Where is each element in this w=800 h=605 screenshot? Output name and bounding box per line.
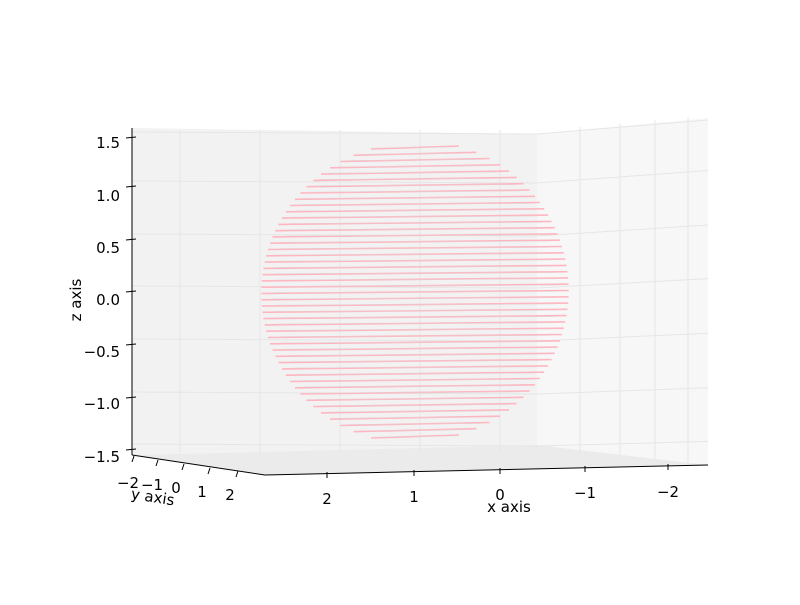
- sphere-ring-shade: [292, 215, 538, 218]
- sphere-ring-shade: [273, 284, 557, 287]
- sphere-ring-shade: [286, 354, 544, 356]
- z-tick-label: 0.0: [96, 291, 120, 309]
- x-tick-label: −1: [574, 484, 596, 502]
- z-tick-label: −1.0: [84, 395, 120, 413]
- sphere-ring-shade: [358, 153, 472, 155]
- grid-line: [536, 332, 709, 342]
- grid-line: [131, 180, 538, 184]
- z-tick-label: −1.5: [84, 448, 120, 466]
- x-axis-line: [264, 464, 709, 476]
- sphere-ring-shade: [315, 398, 515, 400]
- sphere-ring-shade: [274, 278, 556, 281]
- sphere-ring-shade: [283, 347, 547, 350]
- sphere-ring-shade: [278, 328, 552, 331]
- sphere-ring-shade: [274, 303, 556, 306]
- sphere-ring-shade: [289, 360, 541, 362]
- tick-marks: [125, 136, 669, 478]
- z-tick: [125, 136, 137, 139]
- sphere-ring-shade: [328, 410, 502, 413]
- grid-line: [536, 278, 709, 289]
- sphere-ring-shade: [304, 197, 526, 199]
- sphere-ring-shade: [328, 171, 502, 174]
- y-tick: [155, 459, 159, 467]
- sphere-ring-shade: [321, 404, 509, 406]
- z-tick: [125, 238, 137, 241]
- y-tick-label: 1: [197, 483, 207, 501]
- grid-line: [131, 131, 538, 135]
- z-tick: [125, 343, 137, 346]
- grid-line: [536, 119, 709, 135]
- sphere-ring-shade: [275, 266, 555, 268]
- z-tick: [125, 185, 137, 188]
- grid-line: [536, 224, 709, 237]
- sphere-ring-shade: [300, 203, 530, 205]
- sphere-ring-shade: [374, 435, 456, 438]
- y-tick: [207, 467, 211, 475]
- sphere-ring-shade: [273, 297, 557, 300]
- grid-line: [131, 233, 538, 237]
- floor-pane: [132, 445, 708, 475]
- sphere-ring-shade: [274, 310, 556, 312]
- sphere-ring-shade: [278, 253, 552, 256]
- x-tick-label: −2: [657, 483, 679, 501]
- x-tick-label: 2: [322, 490, 332, 508]
- z-tick: [125, 396, 137, 399]
- sphere-ring-shade: [300, 379, 530, 381]
- sphere-ring-shade: [273, 291, 557, 293]
- z-axis-label: z axis: [67, 278, 85, 321]
- z-tick-label: −0.5: [84, 343, 120, 361]
- sphere-ring-shade: [279, 247, 551, 249]
- y-tick: [235, 470, 239, 478]
- sphere-ring-shade: [283, 234, 547, 237]
- y-tick: [131, 455, 135, 463]
- sphere-ring-shade: [292, 366, 538, 369]
- sphere-ring-shade: [346, 423, 484, 425]
- sphere-ring-shade: [336, 416, 494, 419]
- sphere-surface: [261, 145, 569, 439]
- sphere-ring-shade: [304, 385, 526, 388]
- sphere-ring-shade: [309, 391, 521, 394]
- sphere-ring-shade: [281, 240, 549, 243]
- y-tick-label: 0: [171, 479, 181, 497]
- z-tick-label: 1.0: [96, 187, 120, 205]
- side-pane: [537, 118, 708, 465]
- sphere-ring-shade: [296, 372, 534, 375]
- sphere-ring-shade: [276, 322, 554, 325]
- sphere-ring-shade: [281, 341, 549, 344]
- sphere-ring-shade: [346, 159, 484, 161]
- sphere-ring-shade: [315, 184, 515, 186]
- y-tick-label: −2: [117, 474, 139, 492]
- grid-line: [131, 338, 538, 342]
- sphere-ring-shade: [296, 209, 534, 212]
- z-tick: [125, 290, 137, 293]
- grid-line: [131, 443, 538, 447]
- grid-line: [536, 440, 709, 447]
- x-tick-label: 1: [409, 488, 419, 506]
- x-axis-label: x axis: [487, 498, 531, 516]
- z-tick-label: 0.5: [96, 239, 120, 257]
- z-tick: [125, 448, 137, 451]
- sphere-ring-shade: [276, 259, 554, 262]
- sphere-ring-shade: [336, 165, 494, 168]
- sphere-ring-shade: [374, 146, 456, 149]
- y-tick-label: −1: [141, 476, 163, 494]
- sphere-ring-shade: [275, 316, 555, 318]
- y-axis-line: [131, 454, 266, 476]
- grid-line: [536, 387, 709, 395]
- sphere-ring-shade: [358, 429, 472, 431]
- y-tick: [181, 463, 185, 471]
- sphere-ring-shade: [286, 228, 544, 230]
- sphere-ring-shade: [309, 190, 521, 193]
- grid-line: [536, 169, 709, 184]
- y-axis-label: y axis: [130, 485, 176, 510]
- sphere-ring-shade: [279, 335, 551, 337]
- sphere-ring-shade: [321, 178, 509, 180]
- z-tick-label: 1.5: [96, 134, 120, 152]
- sphere-ring-shade: [274, 272, 556, 274]
- y-tick-label: 2: [225, 486, 235, 504]
- sphere-ring-shade: [289, 222, 541, 224]
- x-tick-label: 0: [495, 486, 505, 504]
